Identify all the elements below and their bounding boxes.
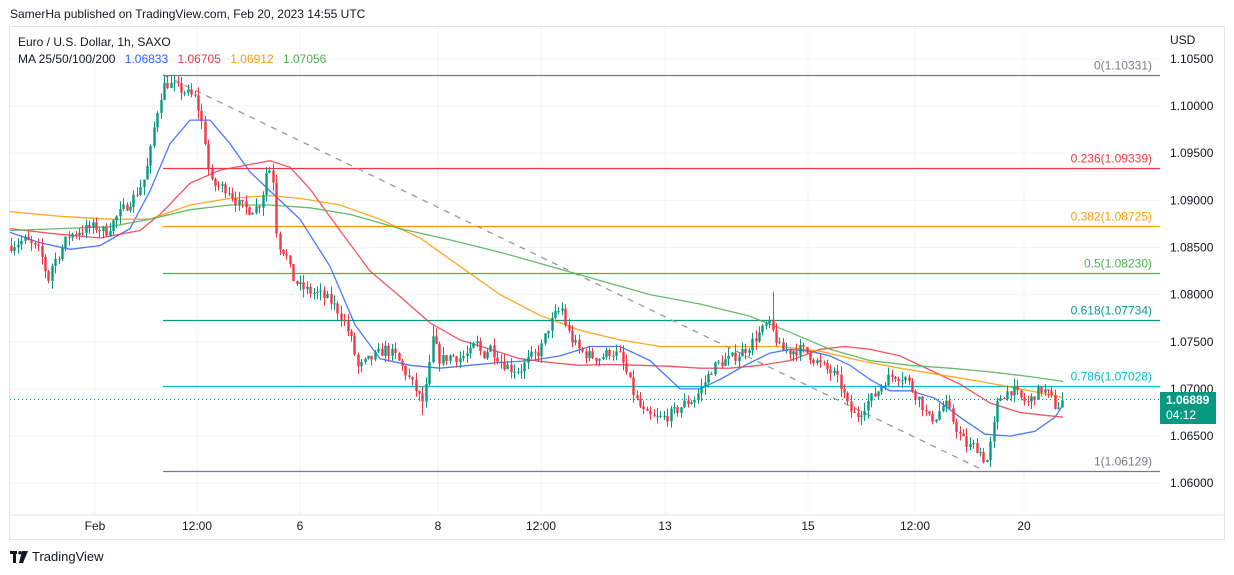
time-tick: 12:00 xyxy=(526,519,556,533)
time-axis[interactable]: Feb 12:00 6 8 12:00 13 15 12:00 20 xyxy=(85,519,1031,533)
price-tick: 1.08500 xyxy=(1170,240,1214,254)
time-tick: Feb xyxy=(85,519,106,533)
bar-countdown: 04:12 xyxy=(1166,408,1197,422)
price-tick: 1.10000 xyxy=(1170,99,1214,113)
price-tick: 1.09500 xyxy=(1170,146,1214,160)
ma-indicator-row[interactable]: MA 25/50/100/200 1.06833 1.06705 1.06912… xyxy=(18,51,326,68)
fib-level-label: 0.236(1.09339) xyxy=(1071,152,1152,166)
time-tick: 8 xyxy=(435,519,442,533)
fibonacci-retracement[interactable]: 0(1.10331) 0.236(1.09339) 0.382(1.08725) 0.… xyxy=(163,59,1160,473)
price-tick: 1.07500 xyxy=(1170,335,1214,349)
currency-label: USD xyxy=(1170,33,1196,47)
ma100-line xyxy=(9,194,1064,399)
time-tick: 6 xyxy=(297,519,304,533)
chart-frame xyxy=(9,26,1225,540)
publish-header: SamerHa published on TradingView.com, Fe… xyxy=(10,7,366,21)
last-price-badge: 1.06889 04:12 xyxy=(1160,392,1216,424)
ma25-line xyxy=(9,119,1064,437)
chart-legend: Euro / U.S. Dollar, 1h, SAXO MA 25/50/10… xyxy=(18,34,326,68)
moving-averages xyxy=(9,119,1064,437)
tradingview-logo-icon xyxy=(10,550,28,563)
tradingview-brand: TradingView xyxy=(32,549,104,564)
ma25-value: 1.06833 xyxy=(124,52,169,66)
ma50-line xyxy=(9,160,1064,418)
symbol-title[interactable]: Euro / U.S. Dollar, 1h, SAXO xyxy=(18,35,171,49)
time-tick: 20 xyxy=(1017,519,1031,533)
price-tick: 1.10500 xyxy=(1170,52,1214,66)
ma100-value: 1.06912 xyxy=(230,52,274,66)
time-tick: 13 xyxy=(658,519,672,533)
fib-level-label: 0.382(1.08725) xyxy=(1071,210,1152,224)
time-tick: 15 xyxy=(801,519,815,533)
ma200-value: 1.07056 xyxy=(282,52,327,66)
candlestick-series xyxy=(10,74,1064,468)
time-tick: 12:00 xyxy=(182,519,212,533)
price-tick: 1.06500 xyxy=(1170,429,1214,443)
ma50-value: 1.06705 xyxy=(177,52,221,66)
fib-level-label: 0(1.10331) xyxy=(1094,59,1152,73)
ma200-line xyxy=(9,204,1064,383)
fib-level-label: 0.786(1.07028) xyxy=(1071,370,1152,384)
price-tick: 1.08000 xyxy=(1170,288,1214,302)
fib-level-label: 1(1.06129) xyxy=(1094,455,1152,469)
price-tick: 1.06000 xyxy=(1170,476,1214,490)
last-price-value: 1.06889 xyxy=(1166,393,1210,407)
time-tick: 12:00 xyxy=(900,519,930,533)
ma-label: MA 25/50/100/200 xyxy=(18,52,116,66)
fib-level-label: 0.618(1.07734) xyxy=(1071,304,1152,318)
price-tick: 1.09000 xyxy=(1170,193,1214,207)
fib-level-label: 0.5(1.08230) xyxy=(1084,257,1152,271)
chart-grid xyxy=(10,27,1225,516)
tradingview-footer[interactable]: TradingView xyxy=(10,549,104,564)
